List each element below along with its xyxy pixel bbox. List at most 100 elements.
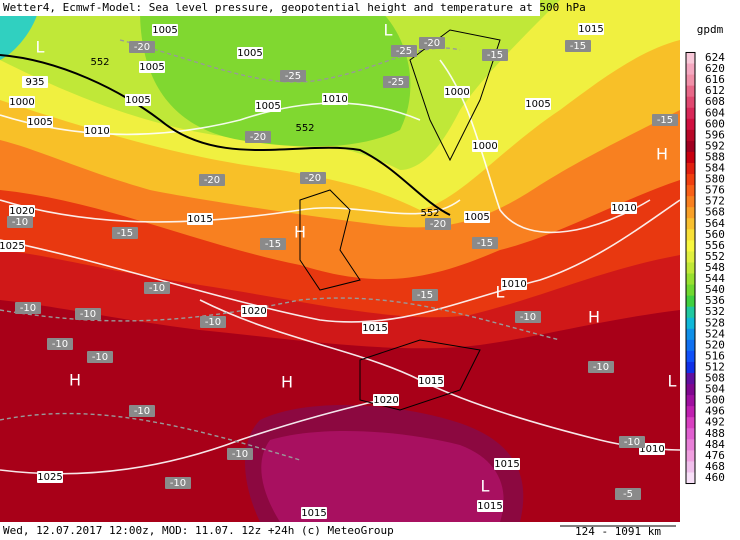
legend-unit: gpdm [697, 23, 724, 36]
legend-swatch [686, 207, 695, 219]
temperature-label: -10 [12, 217, 28, 228]
temperature-label-box [200, 316, 226, 328]
legend-swatch [686, 129, 695, 142]
legend-swatch [686, 52, 695, 65]
legend-value: 540 [705, 283, 725, 296]
temperature-label-box [75, 308, 101, 320]
legend-swatch [686, 96, 695, 109]
legend-value: 604 [705, 106, 725, 119]
valid-time: Wed, 12.07.2017 12:00z, MOD: 11.07. 12z … [3, 524, 394, 537]
height-label: 552 [420, 208, 439, 219]
pressure-label: 1015 [187, 214, 212, 225]
temperature-label: -20 [134, 42, 150, 53]
temperature-label: -20 [430, 219, 446, 230]
pressure-label: 1015 [578, 24, 603, 35]
pressure-label: 1015 [418, 376, 443, 387]
legend-swatch [686, 218, 695, 230]
temperature-label: -10 [624, 437, 640, 448]
temperature-label: -10 [80, 309, 96, 320]
temperature-label-box [472, 237, 498, 249]
height-label: 552 [295, 123, 314, 134]
pressure-label-box [22, 76, 48, 88]
legend-swatch [686, 163, 695, 175]
legend-swatch [686, 361, 695, 374]
legend-swatch [686, 306, 695, 319]
legend-value: 524 [705, 327, 725, 340]
legend-value: 580 [705, 173, 725, 186]
temperature-label-box [165, 477, 191, 489]
pressure-label-box [152, 24, 178, 36]
legend-swatch [686, 273, 695, 286]
legend-frame [685, 51, 696, 485]
temperature-label-box [588, 361, 614, 373]
legend-swatch [686, 417, 695, 429]
legend-swatch [686, 395, 695, 407]
temperature-label: -20 [305, 173, 321, 184]
temperature-label-box [129, 41, 155, 53]
legend-swatch [686, 350, 695, 363]
pressure-center: L [36, 38, 45, 57]
legend-value: 588 [705, 150, 725, 163]
legend-swatch [686, 174, 695, 186]
pressure-label: 1005 [139, 62, 164, 73]
legend-value: 584 [705, 162, 725, 175]
pressure-label-box [84, 125, 110, 137]
legend-value: 544 [705, 272, 725, 285]
legend-swatch [686, 262, 695, 275]
legend-value: 496 [705, 405, 725, 418]
legend-value: 556 [705, 239, 725, 252]
legend-swatch [686, 317, 695, 330]
title-background [0, 0, 540, 16]
temperature-label: -20 [424, 38, 440, 49]
pressure-label-box [464, 211, 490, 223]
legend-value: 612 [705, 84, 725, 97]
legend-value: 484 [705, 438, 725, 451]
temperature-label-box [260, 238, 286, 250]
pressure-label: 1025 [0, 241, 25, 252]
pressure-label-box [237, 47, 263, 59]
pressure-label: 1005 [125, 95, 150, 106]
temperature-label: -5 [623, 489, 633, 500]
pressure-label-box [37, 471, 63, 483]
pressure-label-box [373, 394, 399, 406]
temperature-label-box [515, 311, 541, 323]
legend-value: 620 [705, 62, 725, 75]
temperature-label: -10 [205, 317, 221, 328]
temperature-label-box [425, 218, 451, 230]
legend-swatch [686, 251, 695, 263]
legend-value: 520 [705, 338, 725, 351]
temperature-label: -15 [265, 239, 281, 250]
pressure-center: L [481, 477, 490, 496]
legend-swatch [686, 461, 695, 473]
pressure-label-box [472, 140, 498, 152]
pressure-label: 1010 [322, 94, 347, 105]
pressure-center: H [281, 373, 293, 392]
temperature-label: -10 [170, 478, 186, 489]
pressure-label: 1015 [362, 323, 387, 334]
map [0, 0, 680, 522]
temperature-label-box [300, 172, 326, 184]
pressure-label-box [494, 458, 520, 470]
temperature-label-box [419, 37, 445, 49]
pressure-label: 1005 [27, 117, 52, 128]
pressure-label: 1010 [611, 203, 636, 214]
temperature-label-box [482, 49, 508, 61]
temperature-label: -20 [204, 175, 220, 186]
legend-swatch [686, 384, 695, 396]
pressure-label: 1005 [464, 212, 489, 223]
pressure-label-box [187, 213, 213, 225]
legend-swatch [686, 373, 695, 385]
pressure-center: L [496, 283, 505, 302]
legend-value: 572 [705, 195, 725, 208]
legend-swatch [686, 328, 695, 341]
legend-value: 624 [705, 51, 725, 64]
pressure-label: 1000 [444, 87, 469, 98]
pressure-label-box [125, 94, 151, 106]
pressure-center: L [668, 372, 677, 391]
temperature-label: -10 [520, 312, 536, 323]
pressure-label-box [639, 443, 665, 455]
pressure-label-box [362, 322, 388, 334]
pressure-label: 1015 [494, 459, 519, 470]
pressure-center: L [384, 21, 393, 40]
